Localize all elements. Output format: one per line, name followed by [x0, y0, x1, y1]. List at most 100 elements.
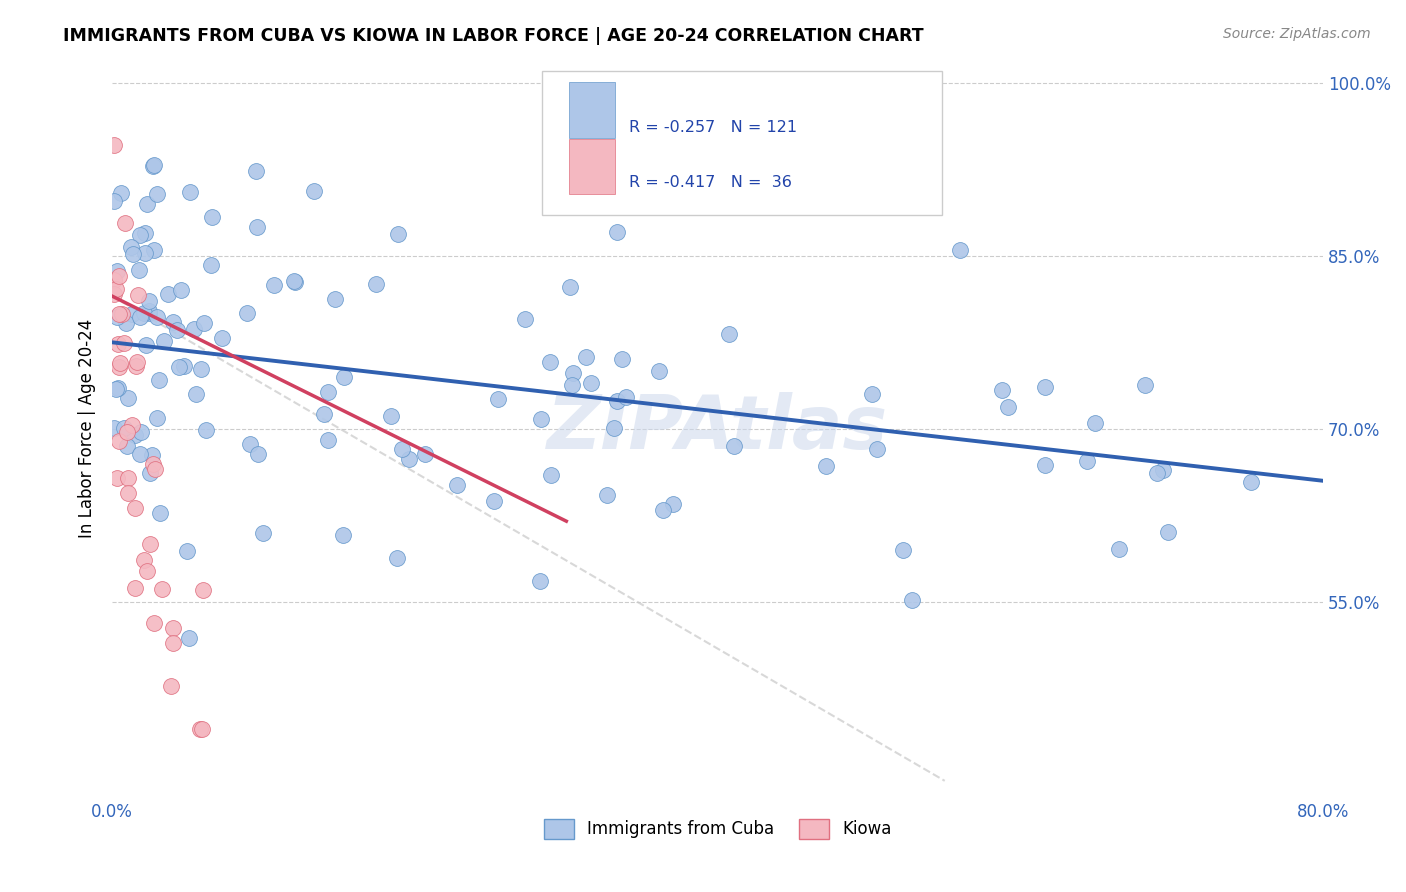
- Text: IMMIGRANTS FROM CUBA VS KIOWA IN LABOR FORCE | AGE 20-24 CORRELATION CHART: IMMIGRANTS FROM CUBA VS KIOWA IN LABOR F…: [63, 27, 924, 45]
- Point: [662, 497, 685, 511]
- Point: [529, 574, 551, 589]
- Legend: Immigrants from Cuba, Kiowa: Immigrants from Cuba, Kiowa: [537, 813, 898, 846]
- Point: [316, 434, 339, 448]
- Point: [124, 501, 146, 516]
- Point: [332, 527, 354, 541]
- Point: [162, 621, 184, 635]
- Point: [1239, 475, 1261, 489]
- Point: [484, 493, 506, 508]
- Point: [860, 386, 883, 401]
- Point: [284, 275, 307, 289]
- Point: [108, 269, 131, 284]
- Point: [574, 350, 596, 364]
- Point: [162, 636, 184, 650]
- Point: [103, 421, 125, 435]
- Point: [252, 525, 274, 540]
- Point: [105, 264, 128, 278]
- Point: [176, 543, 198, 558]
- Point: [723, 438, 745, 452]
- Point: [246, 219, 269, 234]
- Point: [166, 323, 188, 337]
- Point: [135, 337, 157, 351]
- Point: [398, 451, 420, 466]
- Point: [949, 243, 972, 257]
- Point: [136, 564, 159, 578]
- Point: [302, 185, 325, 199]
- Point: [120, 240, 142, 254]
- Point: [245, 164, 267, 178]
- Point: [1108, 541, 1130, 556]
- Point: [179, 631, 201, 645]
- Point: [1157, 524, 1180, 539]
- Point: [997, 401, 1019, 415]
- Point: [115, 316, 138, 330]
- Point: [323, 292, 346, 306]
- Point: [105, 471, 128, 485]
- Point: [114, 216, 136, 230]
- Point: [1146, 467, 1168, 481]
- Point: [191, 583, 214, 598]
- Point: [112, 336, 135, 351]
- Point: [121, 247, 143, 261]
- Point: [136, 196, 159, 211]
- Point: [110, 186, 132, 200]
- Point: [108, 360, 131, 375]
- Point: [1033, 380, 1056, 394]
- Point: [111, 307, 134, 321]
- Text: ZIPAtlas: ZIPAtlas: [547, 392, 889, 466]
- Point: [446, 478, 468, 492]
- Point: [107, 336, 129, 351]
- Point: [105, 382, 128, 396]
- Point: [486, 392, 509, 407]
- Point: [190, 722, 212, 736]
- Point: [134, 227, 156, 241]
- Point: [579, 376, 602, 390]
- Point: [901, 593, 924, 607]
- Point: [314, 407, 336, 421]
- Text: R = -0.257   N = 121: R = -0.257 N = 121: [630, 120, 797, 136]
- Point: [107, 434, 129, 448]
- Y-axis label: In Labor Force | Age 20-24: In Labor Force | Age 20-24: [79, 319, 96, 539]
- Point: [138, 306, 160, 320]
- Point: [263, 277, 285, 292]
- Point: [179, 185, 201, 199]
- Point: [614, 390, 637, 404]
- Point: [183, 321, 205, 335]
- Point: [107, 381, 129, 395]
- Point: [558, 280, 581, 294]
- Point: [603, 420, 626, 434]
- Point: [112, 421, 135, 435]
- Point: [117, 486, 139, 500]
- Point: [127, 288, 149, 302]
- Point: [236, 306, 259, 320]
- Point: [560, 378, 582, 392]
- Point: [513, 312, 536, 326]
- Point: [156, 287, 179, 301]
- Point: [167, 360, 190, 375]
- Point: [138, 293, 160, 308]
- Point: [562, 366, 585, 380]
- Bar: [569, 82, 614, 137]
- Point: [142, 159, 165, 173]
- Point: [139, 466, 162, 480]
- Point: [129, 228, 152, 243]
- Point: [103, 137, 125, 152]
- Point: [211, 331, 233, 345]
- Point: [143, 462, 166, 476]
- Point: [610, 352, 633, 367]
- Point: [413, 447, 436, 461]
- Point: [283, 274, 305, 288]
- Point: [718, 327, 741, 342]
- Point: [651, 503, 673, 517]
- Point: [316, 385, 339, 400]
- Point: [138, 537, 160, 551]
- Point: [134, 246, 156, 260]
- Point: [103, 194, 125, 208]
- Point: [146, 410, 169, 425]
- Point: [606, 393, 628, 408]
- Point: [128, 263, 150, 277]
- Point: [127, 354, 149, 368]
- Point: [146, 310, 169, 325]
- Point: [115, 439, 138, 453]
- Point: [195, 423, 218, 437]
